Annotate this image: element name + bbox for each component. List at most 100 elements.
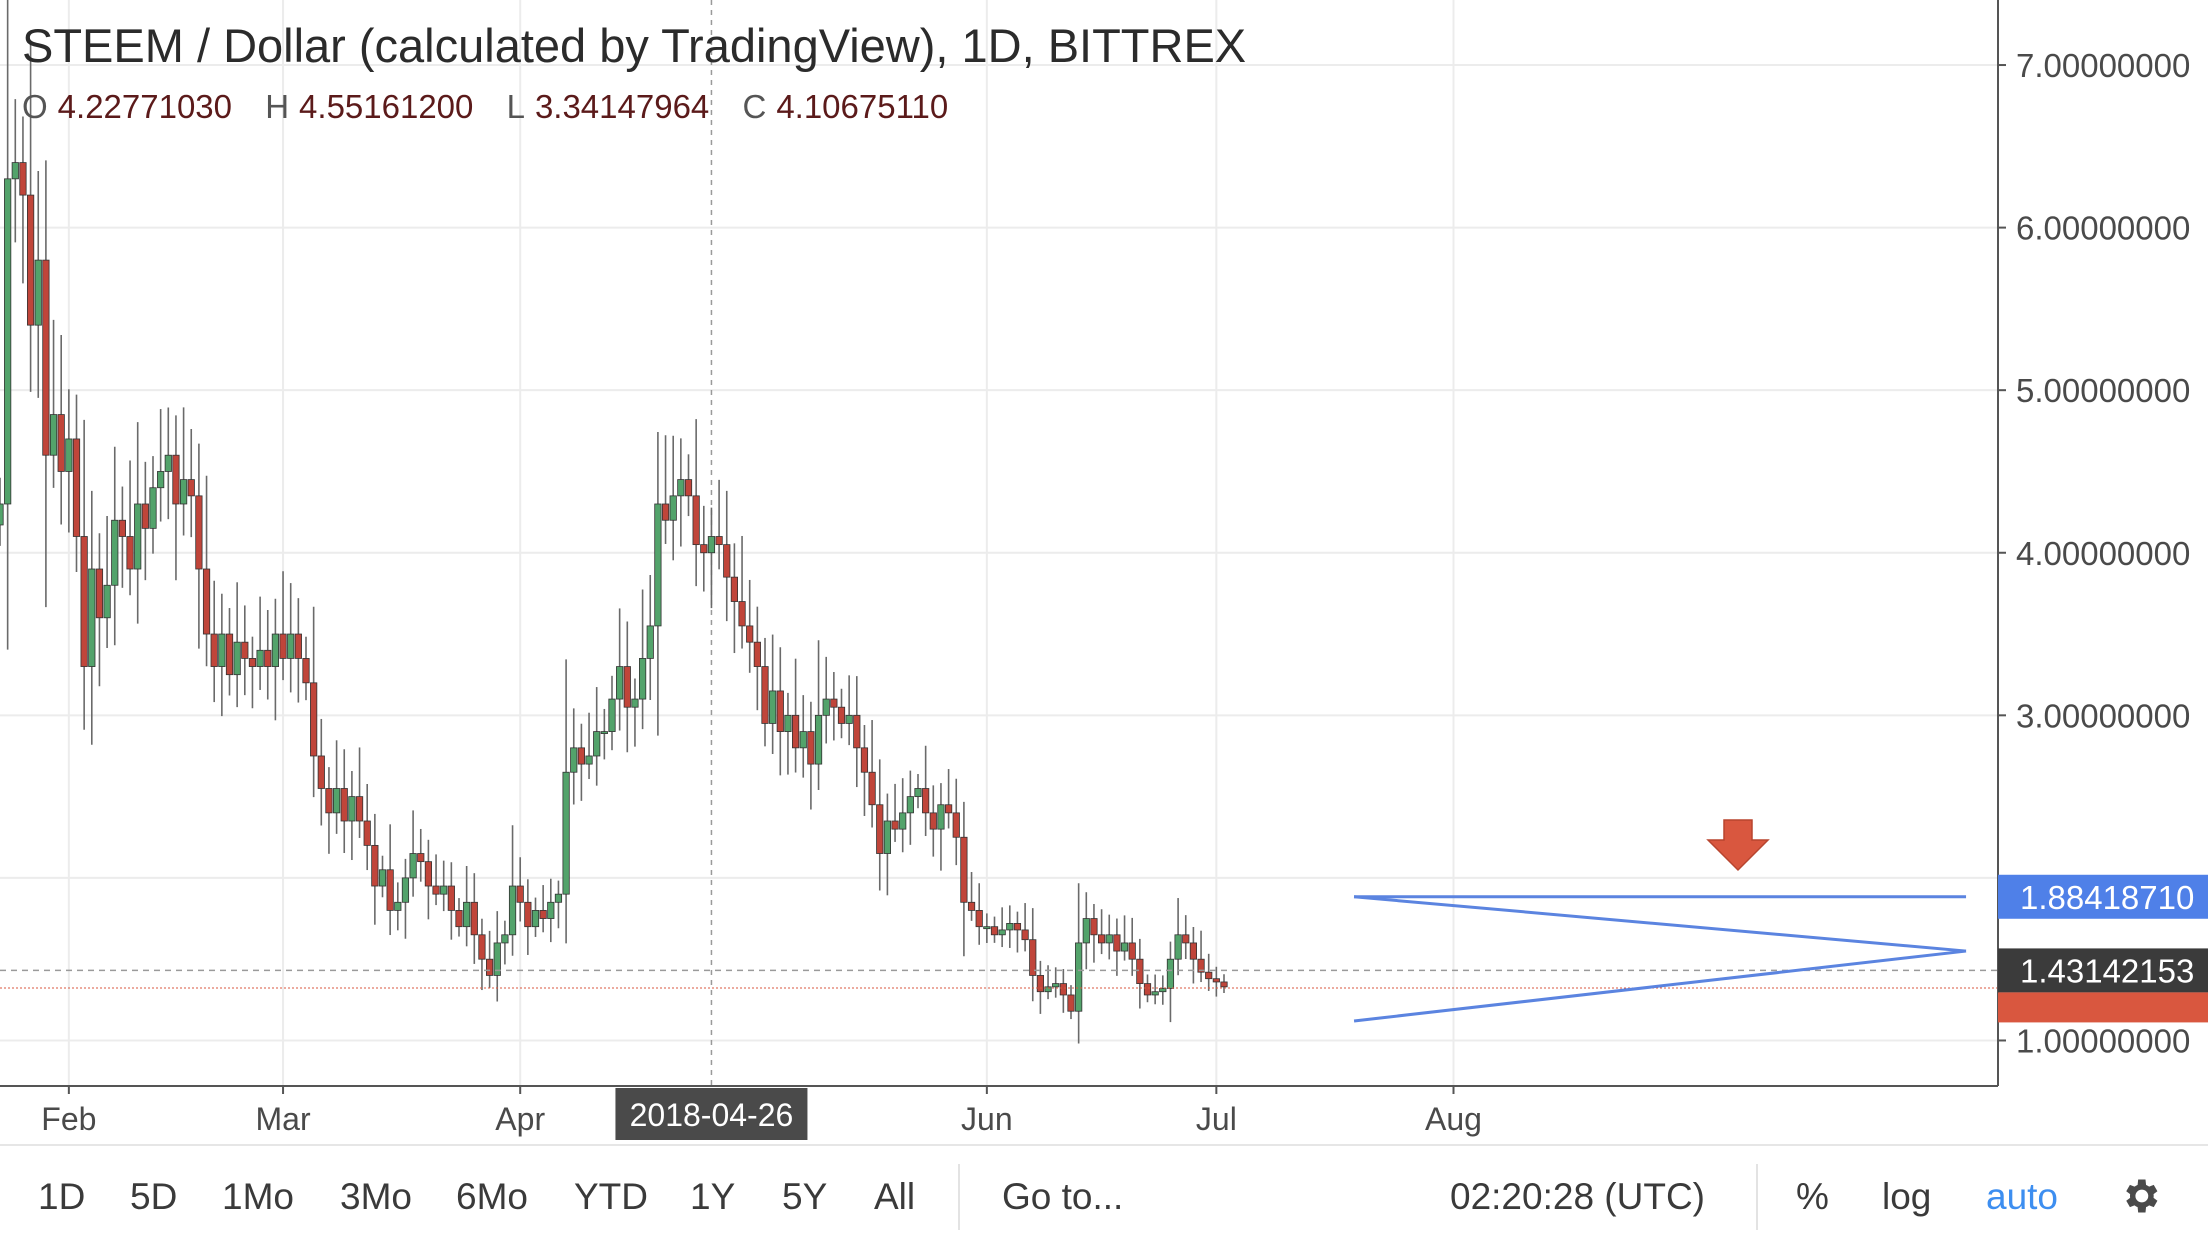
candle-body xyxy=(265,650,271,666)
trendline-lower-wedge[interactable] xyxy=(1354,951,1966,1021)
candle-body xyxy=(1106,935,1112,943)
x-tick-label: Feb xyxy=(41,1101,96,1137)
chart-area[interactable]: 7.00000000 6.00000000 5.00000000 4.00000000… xyxy=(0,0,2208,1142)
candle-body xyxy=(854,715,860,748)
candle-body xyxy=(203,569,209,634)
y-tick-label: 5.00000000 xyxy=(2016,372,2190,409)
candle-body xyxy=(754,642,760,666)
candle-body xyxy=(555,894,561,902)
candle-body xyxy=(1037,975,1043,991)
candle-body xyxy=(43,260,49,455)
low-key: L xyxy=(507,88,525,125)
y-tick-label: 1.00000000 xyxy=(2016,1022,2190,1059)
close-value: 4.10675110 xyxy=(776,88,948,125)
candle-body xyxy=(892,821,898,829)
candle-body xyxy=(1183,935,1189,943)
candle-body xyxy=(349,797,355,821)
candle-body xyxy=(410,854,416,878)
candle-body xyxy=(425,862,431,886)
candle-body xyxy=(563,772,569,894)
candle-body xyxy=(594,732,600,756)
range-1mo-button[interactable]: 1Mo xyxy=(222,1176,294,1218)
toolbar-divider xyxy=(958,1164,960,1230)
candle-body xyxy=(900,813,906,829)
price-chart[interactable]: 7.00000000 6.00000000 5.00000000 4.00000000… xyxy=(0,0,2208,1142)
candle-body xyxy=(135,504,141,569)
candle-body xyxy=(678,480,684,496)
candle-body xyxy=(968,902,974,910)
auto-toggle[interactable]: auto xyxy=(1986,1176,2058,1218)
close-key: C xyxy=(742,88,766,125)
range-1y-button[interactable]: 1Y xyxy=(690,1176,735,1218)
candle-body xyxy=(1137,959,1143,983)
trendline-upper-wedge[interactable] xyxy=(1354,897,1966,951)
candle-body xyxy=(823,699,829,715)
candle-body xyxy=(341,788,347,821)
candle-body xyxy=(1098,935,1104,943)
gear-icon[interactable] xyxy=(2118,1174,2162,1218)
log-toggle[interactable]: log xyxy=(1882,1176,1931,1218)
candle-body xyxy=(708,536,714,552)
candle-body xyxy=(89,569,95,667)
candle-body xyxy=(288,634,294,658)
go-to-button[interactable]: Go to... xyxy=(1002,1176,1123,1218)
down-arrow-marker[interactable] xyxy=(1708,820,1768,870)
candle-body xyxy=(815,715,821,764)
chart-title: STEEM / Dollar (calculated by TradingVie… xyxy=(22,18,1246,73)
candle-body xyxy=(395,902,401,910)
candle-body xyxy=(12,163,18,179)
candle-body xyxy=(402,878,408,902)
candle-body xyxy=(877,805,883,854)
candle-body xyxy=(685,480,691,496)
candle-body xyxy=(1014,923,1020,930)
candle-body xyxy=(226,634,232,675)
candle-body xyxy=(502,935,508,943)
candle-body xyxy=(456,910,462,926)
candle-body xyxy=(632,699,638,707)
range-3mo-button[interactable]: 3Mo xyxy=(340,1176,412,1218)
y-tick-label: 4.00000000 xyxy=(2016,535,2190,572)
range-5y-button[interactable]: 5Y xyxy=(782,1176,827,1218)
bottom-toolbar: 1D 5D 1Mo 3Mo 6Mo YTD 1Y 5Y All Go to...… xyxy=(0,1144,2208,1244)
candle-body xyxy=(846,715,852,723)
candle-body xyxy=(157,471,163,487)
percent-toggle[interactable]: % xyxy=(1796,1176,1829,1218)
candle-body xyxy=(50,415,56,456)
candle-body xyxy=(257,650,263,666)
candle-body xyxy=(303,658,309,682)
candle-body xyxy=(1083,919,1089,943)
candle-body xyxy=(1068,995,1074,1011)
candle-body xyxy=(838,707,844,723)
candle-body xyxy=(670,496,676,520)
ohlc-readout: O 4.22771030 H 4.55161200 L 3.34147964 C 4.1… xyxy=(22,88,972,126)
candle-body xyxy=(953,813,959,837)
high-key: H xyxy=(265,88,289,125)
candle-body xyxy=(295,634,301,658)
candle-body xyxy=(471,902,477,935)
candle-body xyxy=(716,536,722,544)
candle-body xyxy=(463,902,469,926)
candle-body xyxy=(647,626,653,659)
candle-body xyxy=(517,886,523,902)
candle-body xyxy=(1091,919,1097,935)
candle-body xyxy=(792,715,798,748)
candle-body xyxy=(242,642,248,658)
range-all-button[interactable]: All xyxy=(874,1176,915,1218)
clock-readout[interactable]: 02:20:28 (UTC) xyxy=(1450,1176,1705,1218)
x-tick-label: Aug xyxy=(1425,1101,1482,1137)
candle-body xyxy=(1213,979,1219,982)
candle-body xyxy=(356,797,362,821)
candle-body xyxy=(532,910,538,926)
candle-body xyxy=(609,699,615,732)
candle-body xyxy=(861,748,867,772)
candle-body xyxy=(938,805,944,829)
candle-body xyxy=(441,886,447,894)
candle-body xyxy=(762,667,768,724)
range-1d-button[interactable]: 1D xyxy=(38,1176,85,1218)
candle-body xyxy=(280,634,286,658)
candle-body xyxy=(1114,935,1120,951)
range-5d-button[interactable]: 5D xyxy=(130,1176,177,1218)
candle-body xyxy=(0,504,3,525)
range-ytd-button[interactable]: YTD xyxy=(574,1176,648,1218)
range-6mo-button[interactable]: 6Mo xyxy=(456,1176,528,1218)
